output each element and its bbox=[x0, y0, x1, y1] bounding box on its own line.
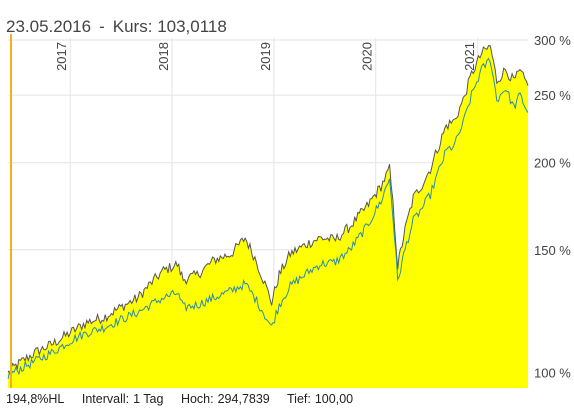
header-price-label: Kurs: bbox=[112, 17, 153, 36]
interval-label: Intervall: bbox=[81, 392, 130, 406]
y-tick-label: 150 % bbox=[534, 243, 571, 258]
header-price-value: 103,0118 bbox=[157, 17, 227, 36]
y-tick-label: 250 % bbox=[534, 88, 571, 103]
x-tick-label: 2017 bbox=[54, 42, 69, 71]
y-tick-label: 300 % bbox=[534, 33, 571, 48]
high-label: Hoch: bbox=[180, 392, 214, 406]
x-tick-label: 2020 bbox=[360, 42, 375, 71]
x-tick-label: 2021 bbox=[462, 42, 477, 71]
x-tick-label: 2018 bbox=[156, 42, 171, 71]
low-label: Tief: bbox=[287, 392, 311, 406]
series-layer bbox=[7, 45, 529, 388]
chart-footer: 194,8%HL Intervall: 1 Tag Hoch: 294,7839 T… bbox=[6, 392, 367, 406]
series-line-compare bbox=[7, 57, 529, 380]
chart-header: 23.05.2016- Kurs: 103,0118 bbox=[6, 17, 227, 37]
axis-labels: 100 % 150 % 200 % 250 % 300 % 2017 2018 2019 202… bbox=[54, 33, 571, 380]
y-tick-label: 200 % bbox=[534, 156, 571, 171]
period-change: 194,8%HL bbox=[6, 392, 65, 406]
low-value: 100,00 bbox=[314, 392, 354, 406]
header-date: 23.05.2016 bbox=[6, 17, 92, 36]
x-tick-label: 2019 bbox=[258, 42, 273, 71]
area-fill-series bbox=[8, 45, 528, 388]
high-value: 294,7839 bbox=[217, 392, 270, 406]
header-separator: - bbox=[99, 17, 105, 36]
y-tick-label: 100 % bbox=[534, 365, 571, 380]
series-line-primary bbox=[7, 45, 529, 375]
interval-value: 1 Tag bbox=[133, 392, 164, 406]
